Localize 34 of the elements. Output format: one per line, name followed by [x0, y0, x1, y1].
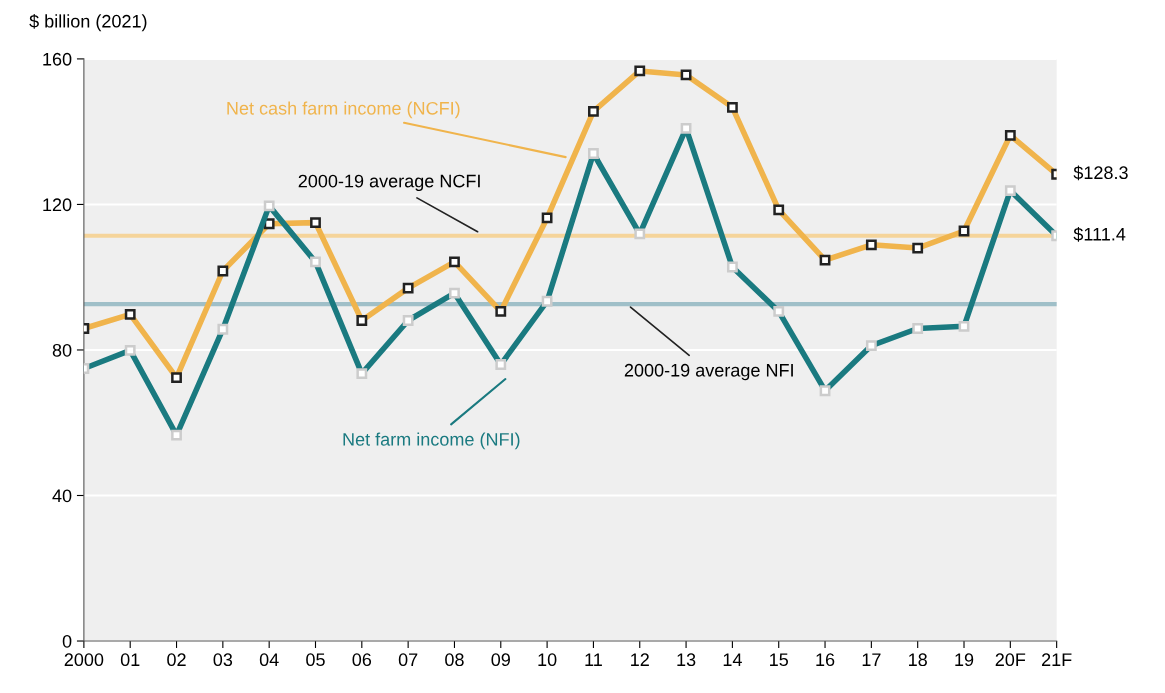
x-tick-label: 21F [1042, 653, 1072, 666]
x-tick-label: 02 [167, 653, 186, 667]
x-tick-label: 13 [677, 653, 696, 667]
data-label: $111.4 [1073, 227, 1126, 242]
x-tick-label: 16 [816, 653, 835, 667]
x-tick-label: 20F [995, 653, 1026, 667]
y-axis-title: $ billion (2021) [29, 14, 147, 32]
y-tick-label: 40 [52, 489, 72, 503]
y-tick-label: 160 [43, 52, 72, 66]
x-tick-label: 03 [213, 653, 233, 667]
data-label: $128.3 [1073, 165, 1128, 181]
ref-line-label: 2000-19 average NFI [624, 363, 793, 381]
text: Net cash farm income (NCFI) [227, 101, 460, 119]
x-tick-label: 04 [259, 653, 279, 667]
x-tick-label: 09 [491, 653, 510, 667]
x-tick-label: 07 [398, 653, 418, 667]
x-tick-label: 10 [538, 653, 557, 667]
y-tick-label: 0 [62, 634, 72, 648]
x-tick-label: 12 [631, 653, 649, 666]
y-tick-label: 120 [43, 198, 72, 212]
x-tick-label: 06 [352, 653, 372, 667]
x-tick-label: 14 [723, 653, 742, 666]
x-tick-label: 15 [770, 653, 788, 667]
x-tick-label: 11 [585, 653, 602, 666]
ref-line-label: 2000-19 average NCFI [298, 174, 480, 192]
x-tick-label: 2000 [64, 653, 104, 667]
text: Net farm income (NFI) [343, 432, 520, 450]
x-tick-label: 18 [909, 653, 927, 667]
y-tick-label: 80 [52, 343, 72, 357]
x-tick-label: 01 [120, 653, 140, 667]
x-tick-label: 19 [955, 653, 974, 667]
x-tick-label: 17 [862, 653, 881, 666]
x-tick-label: 05 [306, 653, 325, 667]
x-tick-label: 08 [445, 653, 464, 667]
